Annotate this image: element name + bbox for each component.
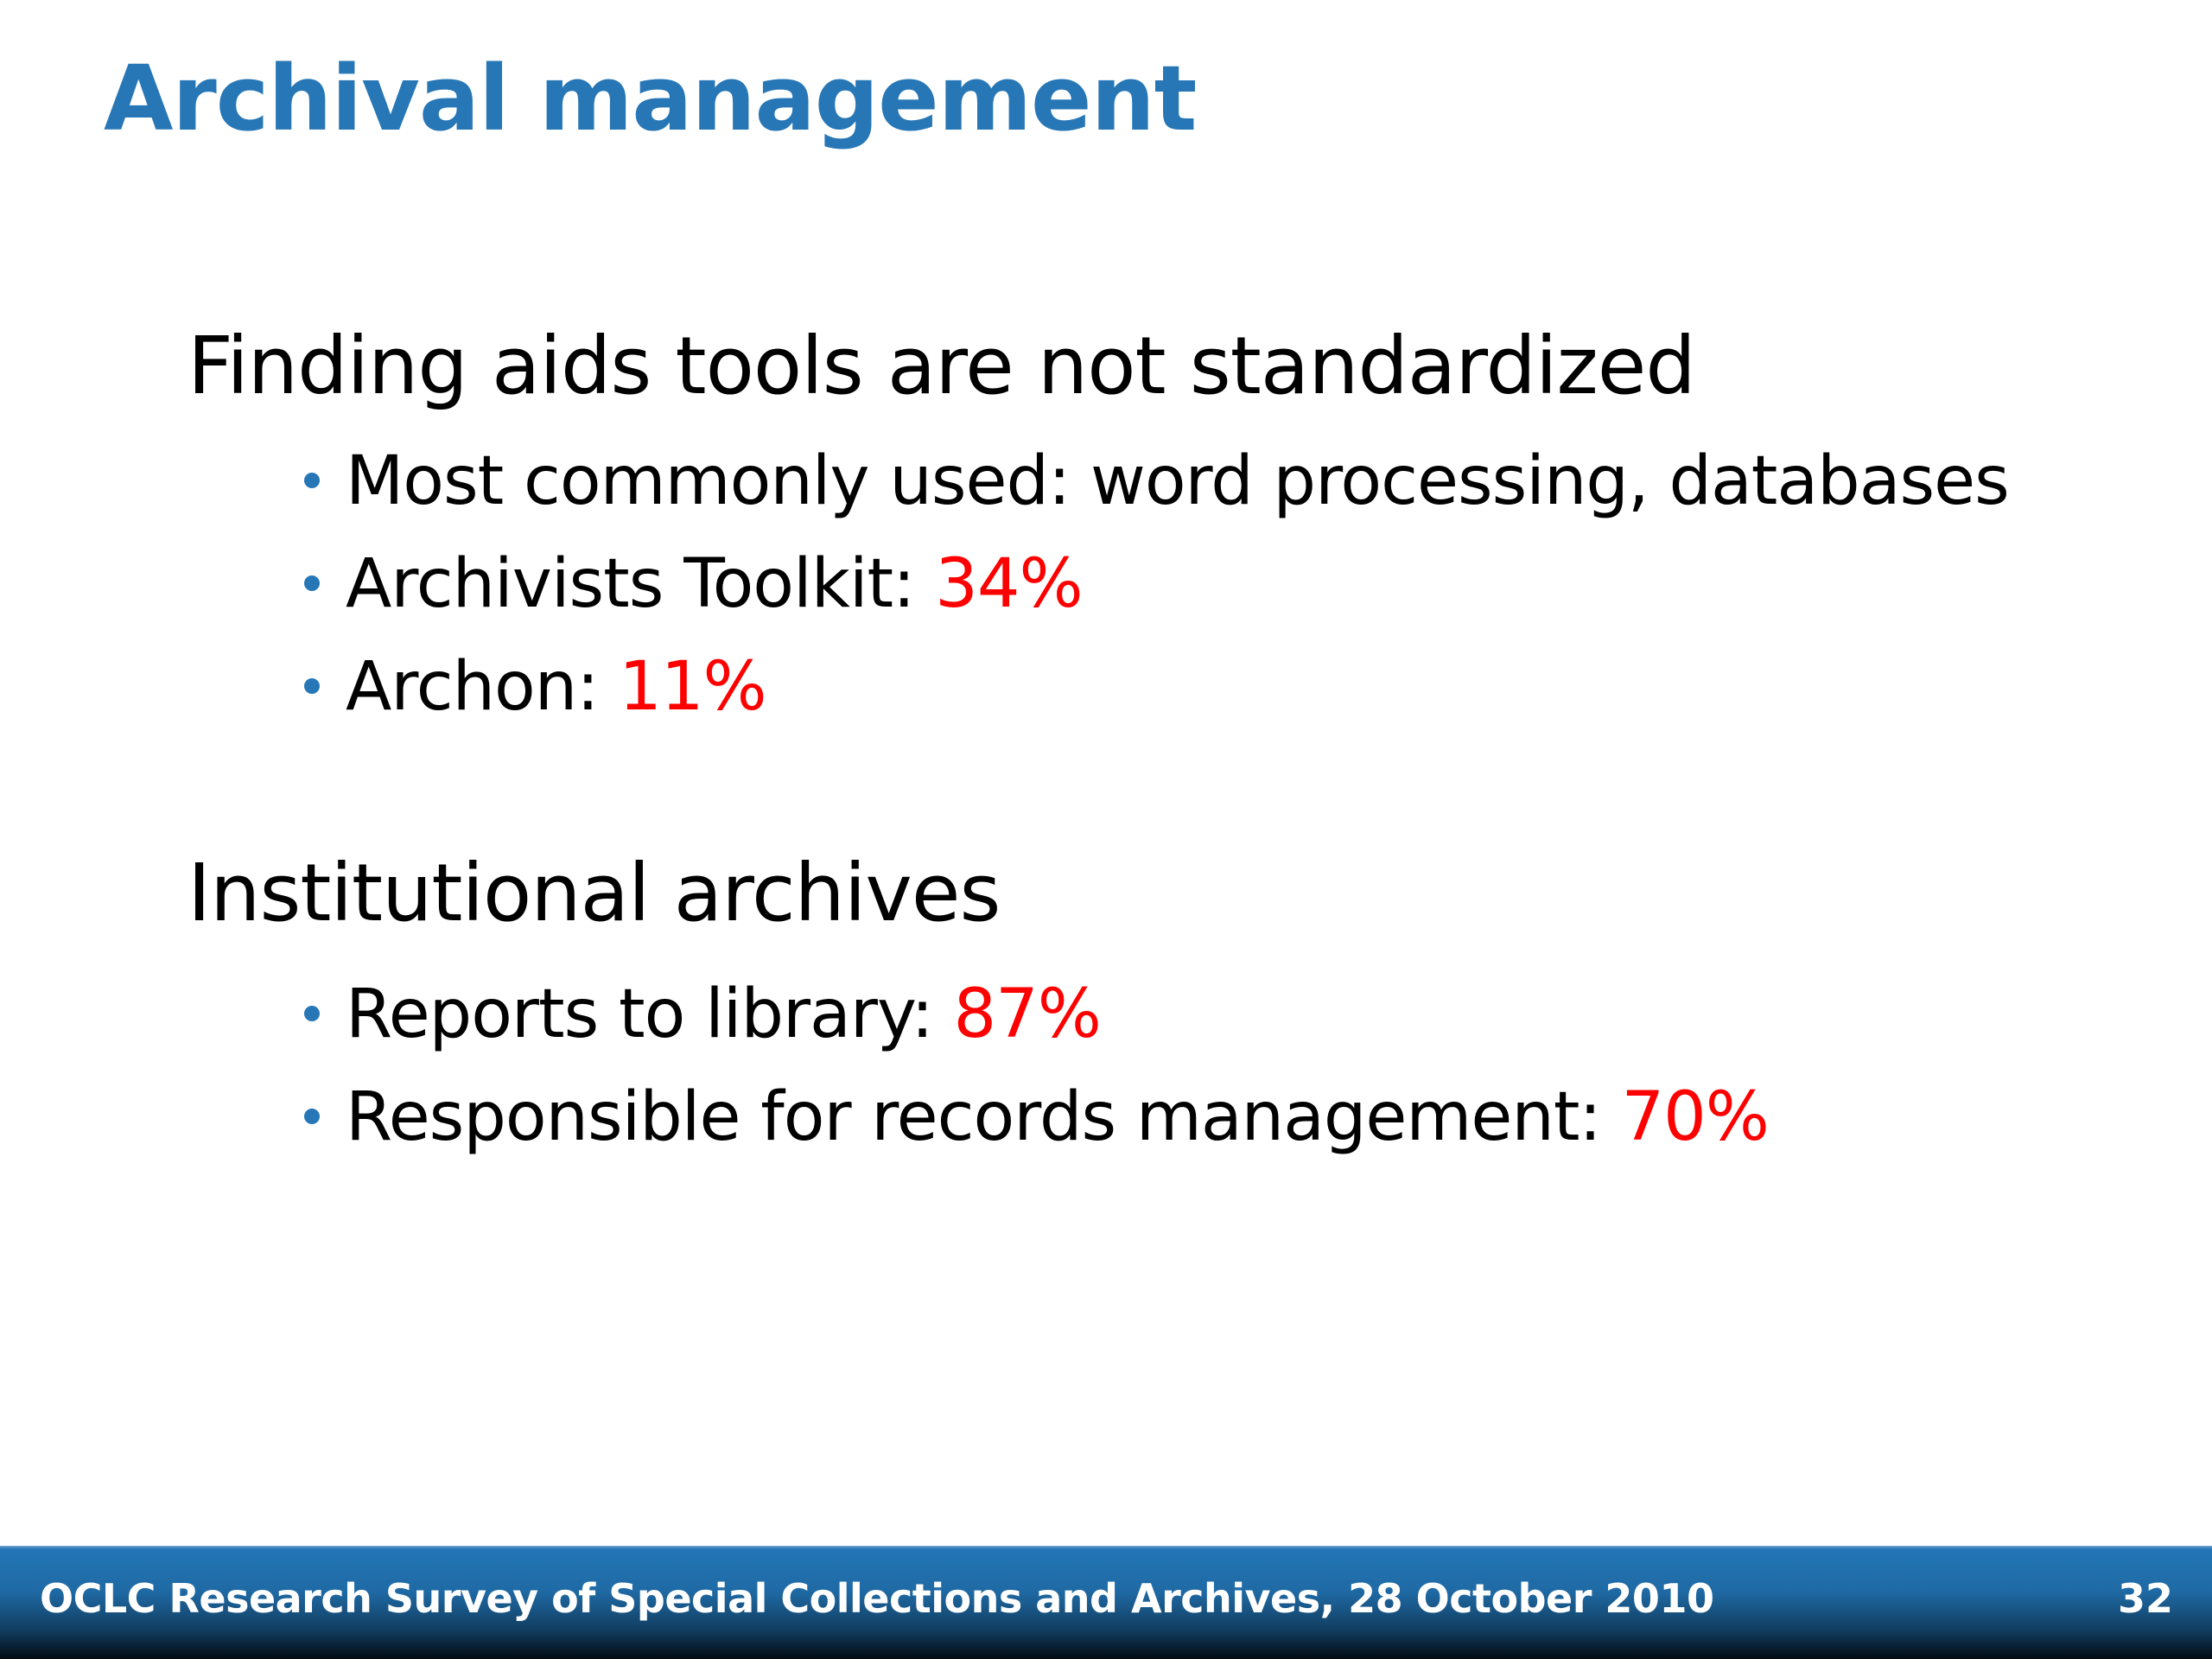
section-heading-finding-aids: Finding aids tools are not standardized	[188, 320, 1696, 412]
bullet-text: Archivists Toolkit:	[346, 545, 936, 623]
slide-title: Archival management	[104, 46, 1197, 151]
bullet-icon	[304, 472, 320, 488]
bullet-item: Most commonly used: word processing, dat…	[304, 448, 2010, 515]
bullet-value: 11%	[619, 648, 766, 726]
footer-bar: OCLC Research Survey of Special Collecti…	[0, 1546, 2212, 1659]
bullet-icon	[304, 1005, 320, 1021]
bullet-value: 70%	[1621, 1078, 1769, 1156]
bullet-icon	[304, 677, 320, 694]
bullet-item: Archon: 11%	[304, 653, 767, 721]
bullet-text: Archon:	[346, 648, 620, 726]
bullet-item: Archivists Toolkit: 34%	[304, 550, 1084, 618]
bullet-item: Reports to library: 87%	[304, 981, 1102, 1048]
bullet-text: Responsible for records management:	[346, 1078, 1622, 1156]
page-number: 32	[2117, 1575, 2173, 1622]
bullet-text: Most commonly used: word processing, dat…	[346, 442, 2010, 520]
bullet-value: 34%	[935, 545, 1083, 623]
bullet-icon	[304, 575, 320, 591]
bullet-text: Reports to library:	[346, 976, 954, 1053]
section-heading-institutional-archives: Institutional archives	[188, 847, 1001, 939]
bullet-item: Responsible for records management: 70%	[304, 1084, 1770, 1151]
footer-text: OCLC Research Survey of Special Collecti…	[40, 1575, 1714, 1622]
bullet-value: 87%	[953, 976, 1101, 1053]
bullet-icon	[304, 1108, 320, 1124]
